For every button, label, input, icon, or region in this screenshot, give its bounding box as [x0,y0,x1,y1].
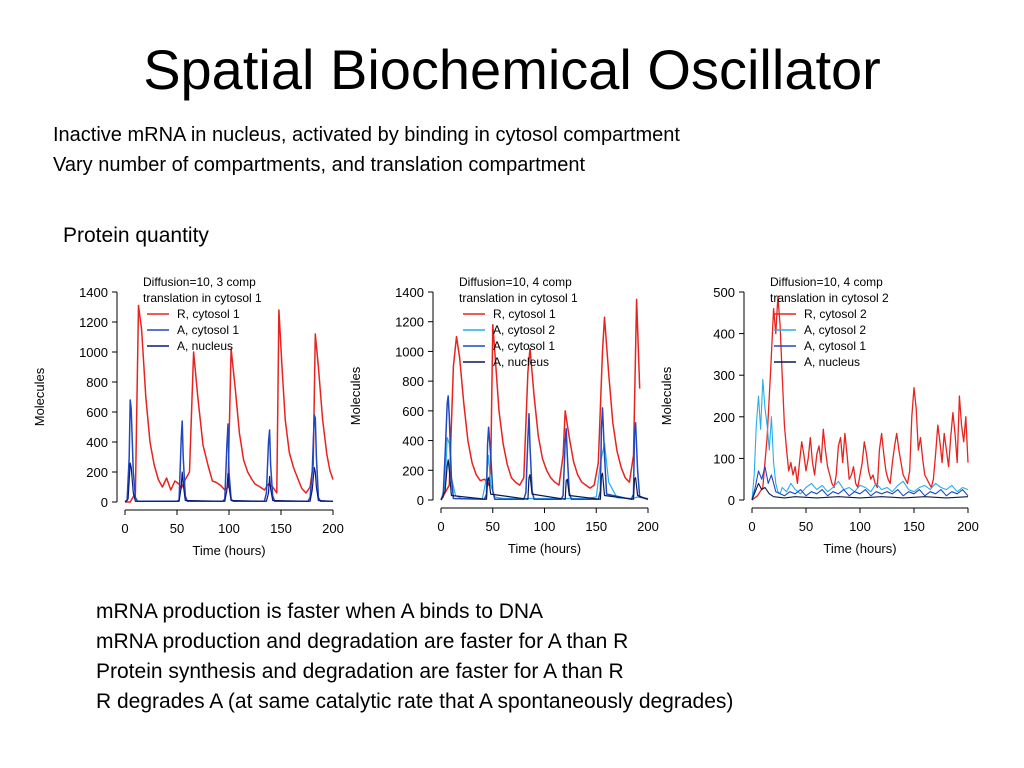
x-tick-label: 50 [170,521,184,536]
y-tick-label: 400 [86,435,108,450]
y-tick-label: 1200 [395,315,424,330]
series-line [751,466,969,501]
legend-label: A, cytosol 1 [177,323,239,337]
section-label: Protein quantity [63,224,209,247]
legend-label: A, cytosol 1 [493,339,555,353]
y-tick-label: 1000 [79,345,108,360]
series-line [124,462,334,503]
intro-text: Inactive mRNA in nucleus, activated by b… [53,120,680,180]
y-tick-label: 300 [713,368,735,383]
chart-3: 0 100 200 300 400 500 0 50 100 150 200 Time (hours)… [659,275,979,556]
y-tick-label: 400 [402,434,424,449]
x-tick-label: 150 [270,521,292,536]
x-tick-label: 200 [957,519,979,534]
y-tick-label: 800 [402,374,424,389]
chart-annotation: Diffusion=10, 4 comp [770,275,883,289]
y-tick-label: 600 [86,405,108,420]
legend-label: R, cytosol 1 [177,307,240,321]
legend-label: A, nucleus [493,355,549,369]
legend-label: R, cytosol 1 [493,307,556,321]
y-tick-label: 200 [713,410,735,425]
series-line [751,295,969,501]
y-tick-label: 100 [713,451,735,466]
intro-line: Vary number of compartments, and transla… [53,154,586,176]
legend-label: A, nucleus [804,355,860,369]
chart-annotation: Diffusion=10, 3 comp [143,275,256,289]
x-tick-label: 0 [121,521,128,536]
series-line [440,298,641,501]
x-tick-label: 100 [218,521,240,536]
y-tick-label: 0 [728,493,735,508]
intro-line: Inactive mRNA in nucleus, activated by b… [53,124,680,146]
legend-label: A, cytosol 1 [804,339,866,353]
note-line: Protein synthesis and degradation are fa… [96,660,624,683]
y-tick-label: 1200 [79,315,108,330]
y-axis-title: Molecules [348,366,363,425]
series-line [125,304,334,503]
y-tick-label: 0 [101,495,108,510]
legend-label: A, nucleus [177,339,233,353]
x-tick-label: 200 [637,519,659,534]
note-line: mRNA production and degradation are fast… [96,630,629,653]
series-line [124,399,333,503]
chart-1: 0 200 400 600 800 1000 1200 1400 0 50 100 150 200 Tim… [32,275,344,558]
series-line [440,459,649,501]
y-tick-label: 1400 [79,285,108,300]
chart-annotation: translation in cytosol 1 [143,291,262,305]
x-tick-label: 200 [322,521,344,536]
x-tick-label: 100 [534,519,556,534]
x-axis-title: Time (hours) [823,541,896,556]
y-axis-title: Molecules [32,367,47,426]
chart-annotation: translation in cytosol 1 [459,291,578,305]
chart-2: 0 200 400 600 800 1000 1200 1400 0 50 100 150 200 Tim… [348,275,659,556]
series-line [751,482,969,501]
x-axis-title: Time (hours) [508,541,581,556]
y-tick-label: 600 [402,404,424,419]
y-tick-label: 500 [713,285,735,300]
x-axis-title: Time (hours) [192,543,265,558]
chart-annotation: Diffusion=10, 4 comp [459,275,572,289]
y-axis-title: Molecules [659,366,674,425]
y-tick-label: 1000 [395,344,424,359]
legend-label: A, cytosol 2 [493,323,555,337]
x-tick-label: 100 [849,519,871,534]
x-tick-label: 50 [799,519,813,534]
note-line: R degrades A (at same catalytic rate tha… [96,690,734,713]
x-tick-label: 150 [903,519,925,534]
legend-label: A, cytosol 2 [804,323,866,337]
x-tick-label: 0 [748,519,755,534]
series-line [751,378,969,501]
y-tick-label: 200 [86,465,108,480]
y-tick-label: 400 [713,327,735,342]
y-tick-label: 200 [402,463,424,478]
y-tick-label: 1400 [395,285,424,300]
legend-label: R, cytosol 2 [804,307,867,321]
chart-annotation: translation in cytosol 2 [770,291,889,305]
x-tick-label: 0 [437,519,444,534]
slide-title: Spatial Biochemical Oscillator [143,38,881,101]
y-tick-label: 800 [86,375,108,390]
x-tick-label: 150 [585,519,607,534]
y-tick-label: 0 [417,493,424,508]
notes-list: mRNA production is faster when A binds t… [96,597,733,717]
note-line: mRNA production is faster when A binds t… [96,600,544,623]
series-line [440,395,649,501]
x-tick-label: 50 [486,519,500,534]
